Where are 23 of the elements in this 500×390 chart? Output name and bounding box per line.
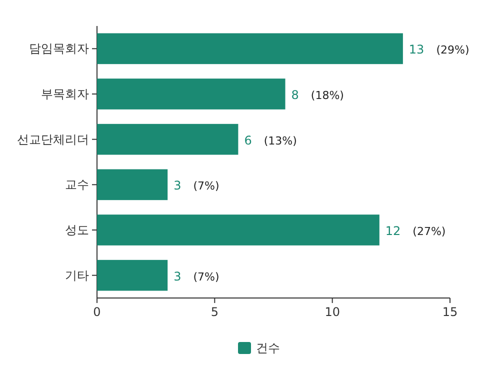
bar (97, 78, 286, 110)
x-tick-label: 15 (442, 305, 458, 319)
data-label: 13 (29%) (408, 42, 470, 57)
x-tick-label: 5 (210, 305, 218, 319)
y-tick-label: 기타 (65, 268, 89, 282)
bar (97, 169, 168, 200)
bar (97, 260, 168, 291)
x-tick-label: 0 (93, 305, 101, 319)
data-label: 6 (13%) (244, 133, 297, 148)
data-label: 3 (7%) (174, 269, 220, 284)
y-tick-label: 성도 (65, 223, 89, 237)
y-tick-label: 교수 (65, 178, 89, 192)
y-tick-label: 선교단체리더 (17, 132, 89, 146)
data-label: 3 (7%) (174, 178, 220, 193)
data-label: 8 (18%) (291, 88, 344, 102)
bar (97, 33, 403, 64)
legend-label: 건수 (256, 341, 280, 355)
bar (97, 124, 238, 155)
y-tick-label: 부목회자 (41, 87, 89, 101)
data-label: 12 (27%) (385, 224, 446, 238)
y-tick-label: 담임목회자 (29, 42, 89, 56)
bar (97, 214, 380, 246)
x-tick-label: 10 (324, 305, 340, 319)
